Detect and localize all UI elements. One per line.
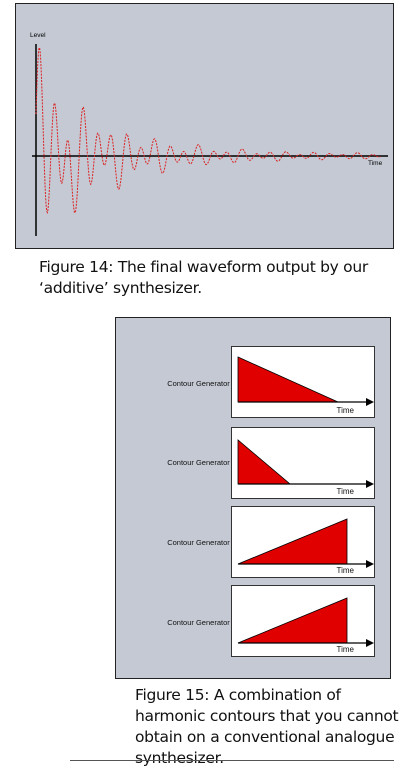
contour-label-3: Contour Generator 3 <box>167 538 236 547</box>
arrow-head-icon <box>366 480 374 488</box>
arrow-head-icon <box>366 560 374 568</box>
contour-shape-1 <box>237 356 339 403</box>
figure-15-contours: Contour Generator 1 Time Contour Generat… <box>115 317 391 679</box>
figure-14-waveform: Level Time <box>15 3 394 249</box>
contour-graph-2 <box>237 439 374 488</box>
time-label-4: Time <box>336 645 354 654</box>
contour-label-4: Contour Generator 4 <box>167 618 236 627</box>
contour-graph-4 <box>237 597 374 647</box>
contour-shape-2 <box>237 439 292 485</box>
waveform-plot: Level Time <box>30 32 388 236</box>
contour-graph-1 <box>237 356 374 406</box>
x-axis-label: Time <box>368 160 383 167</box>
contour-shape-3 <box>237 518 348 565</box>
contour-label-2: Contour Generator 2 <box>167 458 236 467</box>
contour-panel-4: Time <box>231 585 375 657</box>
time-label-2: Time <box>336 487 354 496</box>
arrow-head-icon <box>366 639 374 647</box>
arrow-head-icon <box>366 398 374 406</box>
time-label-3: Time <box>336 566 354 575</box>
y-axis-label: Level <box>30 32 46 39</box>
bottom-rule <box>70 760 394 761</box>
contour-shape-4 <box>237 597 348 644</box>
contour-graph-3 <box>237 518 374 568</box>
time-label-1: Time <box>336 406 354 415</box>
contour-panel-1: Time <box>231 346 375 418</box>
contour-label-1: Contour Generator 1 <box>167 379 236 388</box>
waveform-trace <box>35 47 381 215</box>
figure-14-caption: Figure 14: The final waveform output by … <box>39 258 368 297</box>
contour-panel-2: Time <box>231 427 375 499</box>
contour-panel-3: Time <box>231 506 375 578</box>
figure-15-caption: Figure 15: A combination of harmonic con… <box>135 686 399 767</box>
